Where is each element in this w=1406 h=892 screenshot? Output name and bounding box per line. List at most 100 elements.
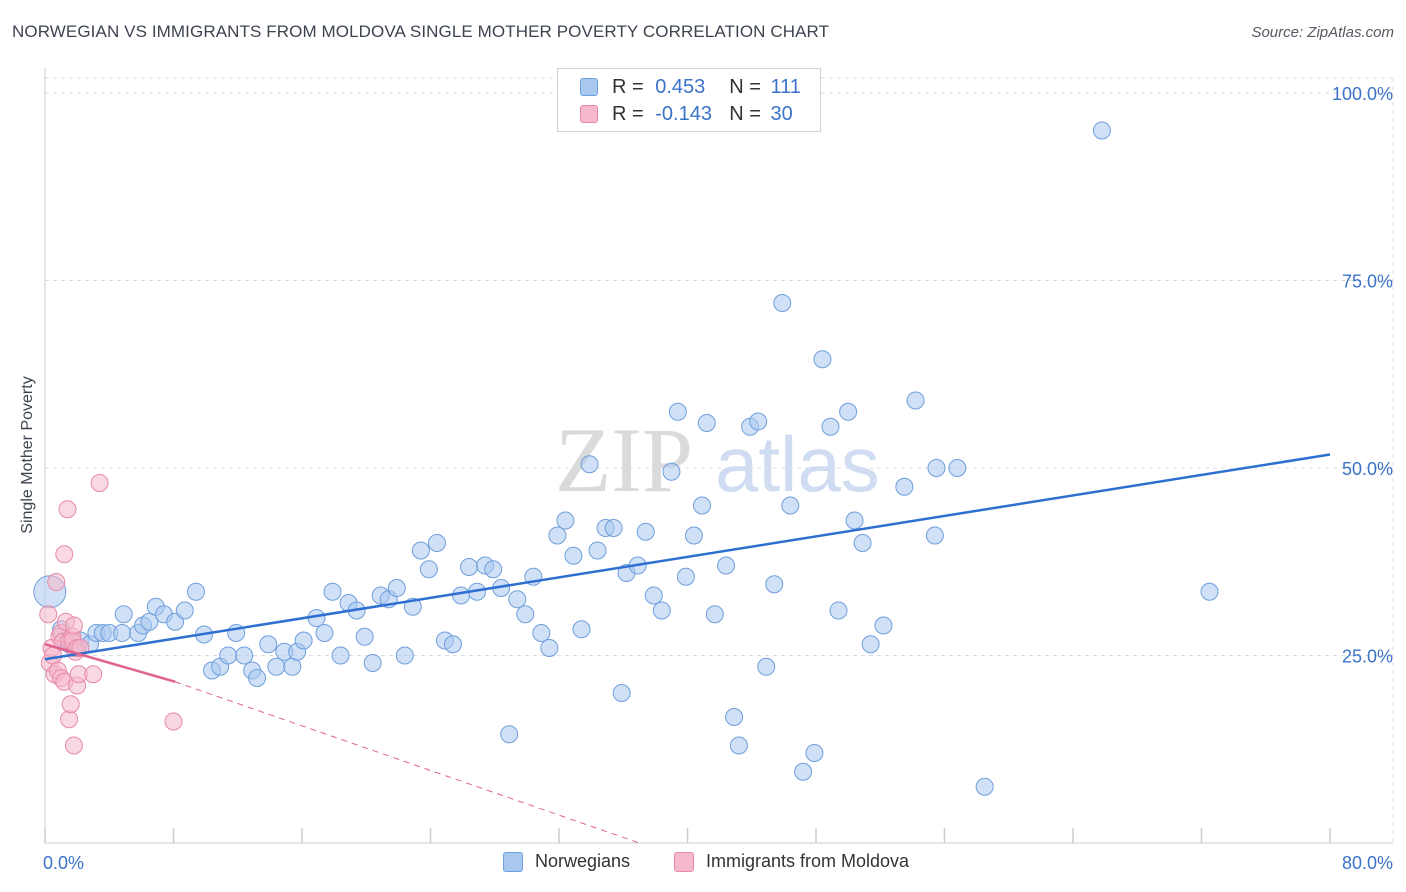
moldova-trend-extension — [174, 681, 640, 844]
norwegian-point — [636, 522, 655, 541]
norwegian-point — [267, 657, 286, 676]
legend-r-label: R = — [612, 75, 644, 98]
legend-row-moldova: R = -0.143 N = 30 — [580, 101, 793, 127]
norwegians-points — [33, 121, 1219, 796]
legend-r-label: R = — [612, 102, 644, 125]
norwegian-point — [813, 350, 832, 369]
stats-legend: R = 0.453 N = 111 R = -0.143 N = 30 — [557, 68, 821, 132]
legend-n-label: N = — [729, 102, 761, 125]
norwegian-point — [294, 631, 313, 650]
norwegians-swatch — [580, 78, 598, 96]
norwegian-point — [484, 560, 503, 579]
norwegian-point — [323, 582, 342, 601]
norwegian-point — [331, 646, 350, 665]
norwegian-point — [114, 605, 133, 624]
norwegian-point — [508, 590, 527, 609]
legend-n-label: N = — [729, 75, 761, 98]
norwegian-point — [839, 402, 858, 421]
norwegian-point — [729, 736, 748, 755]
norwegian-point — [895, 477, 914, 496]
norwegian-point — [419, 560, 438, 579]
legend-n-value-norwegians: 111 — [770, 75, 801, 98]
norwegian-point — [794, 762, 813, 781]
norwegian-point — [829, 601, 848, 620]
norwegian-point — [411, 541, 430, 560]
norwegian-point — [572, 620, 591, 639]
norwegian-point — [697, 414, 716, 432]
legend-r-value-moldova: -0.143 — [655, 102, 712, 125]
legend-item-moldova[interactable]: Immigrants from Moldova — [674, 851, 909, 872]
norwegian-point — [604, 519, 623, 537]
moldova-point — [84, 665, 103, 684]
moldova-point — [47, 573, 66, 591]
y-tick-label: 75.0% — [1342, 272, 1393, 292]
norwegian-point — [668, 402, 687, 421]
tick-labels: 25.0% 50.0% 75.0% 100.0% 0.0% 80.0% — [43, 84, 1393, 873]
norwegian-point — [175, 601, 194, 620]
moldova-point — [55, 545, 74, 564]
norwegian-point — [443, 635, 462, 654]
norwegian-point — [259, 635, 278, 654]
axes — [44, 68, 1393, 844]
norwegians-trend-line — [44, 453, 1331, 661]
norwegian-point — [948, 459, 967, 477]
norwegian-point — [540, 639, 559, 657]
norwegian-point — [315, 624, 334, 642]
norwegian-point — [749, 412, 768, 431]
norwegian-point — [580, 455, 599, 474]
watermark: ZIP atlas — [555, 409, 880, 511]
norwegian-point — [140, 612, 159, 631]
trend-lines — [44, 453, 1331, 844]
legend-item-norwegians[interactable]: Norwegians — [503, 851, 630, 872]
watermark-atlas: atlas — [715, 420, 880, 508]
norwegian-point — [861, 635, 880, 654]
moldova-legend-swatch — [674, 851, 694, 872]
norwegian-point — [906, 391, 925, 410]
norwegian-point — [548, 526, 567, 545]
legend-label-norwegians: Norwegians — [535, 851, 631, 871]
norwegian-point — [1200, 582, 1219, 601]
norwegian-point — [516, 605, 535, 624]
norwegian-point — [927, 459, 946, 477]
norwegian-point — [757, 657, 776, 676]
moldova-point — [39, 605, 58, 624]
norwegian-point — [652, 601, 671, 620]
norwegian-point — [975, 777, 994, 796]
legend-label-moldova: Immigrants from Moldova — [706, 851, 910, 871]
norwegian-point — [564, 546, 583, 565]
norwegian-point — [427, 534, 446, 552]
norwegian-point — [773, 294, 792, 312]
legend-n-value-moldova: 30 — [770, 102, 793, 125]
norwegian-point — [1092, 121, 1111, 140]
norwegian-point — [452, 586, 471, 605]
norwegian-point — [186, 582, 205, 601]
chart-title: NORWEGIAN VS IMMIGRANTS FROM MOLDOVA SIN… — [12, 22, 830, 41]
norwegian-point — [113, 624, 132, 642]
legend-row-norwegians: R = 0.453 N = 111 — [580, 74, 801, 100]
norwegian-point — [725, 708, 744, 726]
norwegian-point — [588, 541, 607, 560]
norwegian-point — [821, 417, 840, 436]
moldova-point — [64, 736, 83, 755]
norwegian-point — [248, 669, 267, 687]
norwegian-point — [556, 511, 575, 530]
moldova-point — [64, 616, 83, 635]
norwegian-point — [874, 616, 893, 635]
moldova-point — [58, 500, 77, 519]
norwegian-point — [395, 646, 414, 665]
norwegian-point — [845, 511, 864, 530]
y-tick-label: 50.0% — [1342, 459, 1393, 479]
norwegian-point — [925, 526, 944, 545]
norwegian-point — [283, 657, 302, 676]
y-tick-label: 25.0% — [1342, 647, 1393, 667]
norwegian-point — [765, 575, 784, 594]
legend-r-value-norwegians: 0.453 — [655, 75, 706, 98]
norwegian-point — [692, 496, 711, 515]
norwegian-point — [676, 567, 695, 586]
norwegian-point — [684, 526, 703, 545]
norwegian-point — [612, 684, 631, 702]
norwegian-point — [219, 646, 238, 665]
norwegian-point — [805, 744, 824, 762]
moldova-trend-line — [44, 643, 176, 683]
